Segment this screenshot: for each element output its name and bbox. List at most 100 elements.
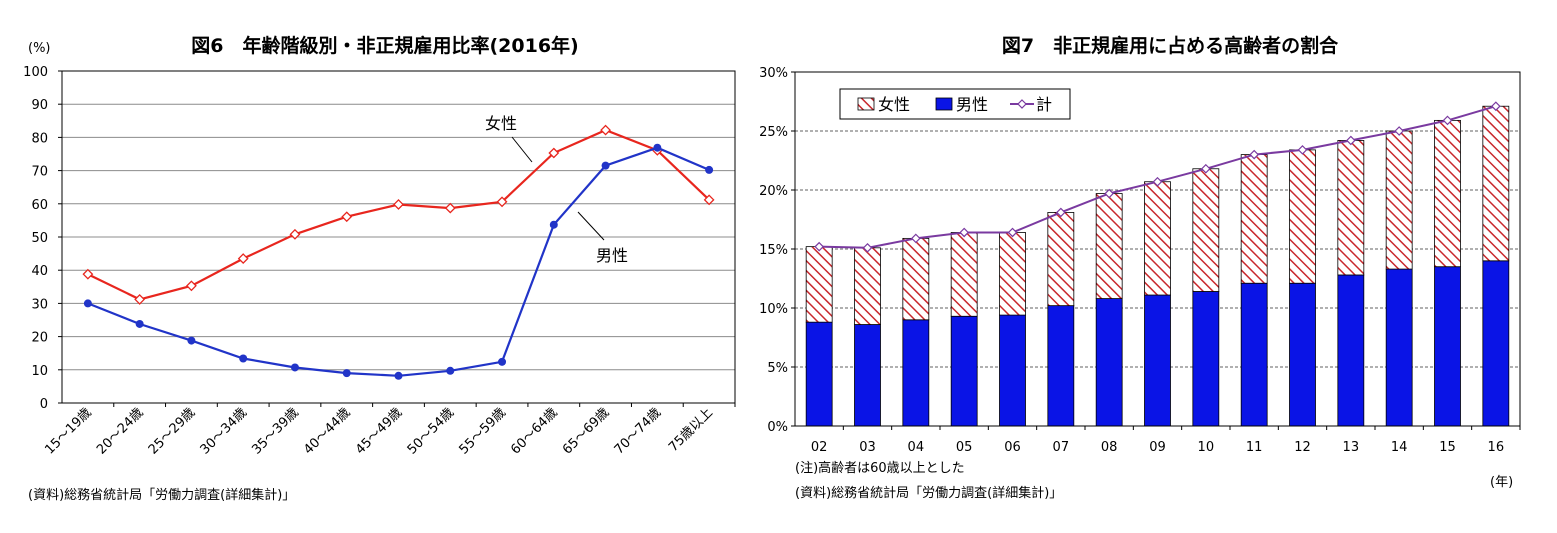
chart1-leader-female	[511, 136, 533, 163]
chart1-frame	[61, 70, 736, 404]
chart2-x-tick-label: 16	[1488, 440, 1505, 455]
chart1-point-male	[549, 220, 558, 229]
chart1-point-female	[393, 199, 404, 210]
chart2-bar-male	[1289, 282, 1316, 427]
chart2-bar-male	[999, 314, 1026, 427]
chart2-point-total	[910, 233, 921, 244]
chart2-point-total	[1055, 207, 1066, 218]
chart1-x-tick-label: 45～49歳	[353, 405, 405, 457]
chart2-bar-female	[999, 232, 1026, 316]
chart1-x-tick-label: 75歳以上	[666, 405, 716, 455]
chart2-legend-swatch-female	[857, 97, 875, 111]
chart2-x-unit: (年)	[1490, 475, 1513, 490]
chart1-point-female	[703, 194, 715, 206]
chart1-point-male	[498, 357, 507, 366]
chart2-bar-male	[1047, 305, 1075, 427]
chart2-legend-label-female: 女性	[878, 95, 910, 114]
chart2-y-tick-label: 10%	[759, 302, 788, 317]
chart2-note: (注)高齢者は60歳以上とした	[795, 460, 965, 476]
chart2-y-tick-label: 30%	[759, 66, 788, 81]
chart2-plot: 0% 5% 10% 15% 20% 25% 30% 02 03 04 05 06 07 08 09 10 11 1…	[759, 66, 1521, 455]
chart2-x-tick-label: 06	[1004, 440, 1021, 455]
chart1-point-male	[290, 363, 299, 372]
chart2-x-tick-label: 12	[1294, 440, 1311, 455]
chart1-point-female	[186, 280, 197, 292]
chart1-x-tick-label: 55～59歳	[456, 405, 508, 457]
chart1-point-female	[600, 124, 611, 136]
chart1-y-tick-label: 50	[31, 231, 48, 246]
chart1-y-tick-label: 100	[23, 65, 48, 80]
chart1-point-female	[548, 147, 560, 159]
chart2-bar-male	[1482, 260, 1510, 427]
chart1-point-male	[135, 319, 144, 328]
chart1-x-tick-label: 30～34歳	[198, 405, 250, 457]
chart2-bar-male	[1095, 298, 1123, 427]
chart2-point-total	[1394, 126, 1405, 136]
chart2-y-tick-label: 25%	[759, 125, 788, 140]
chart2-bar-female	[1047, 212, 1075, 307]
chart2-point-total	[862, 242, 873, 253]
chart2-bar-male	[805, 321, 833, 427]
chart2-point-total	[814, 241, 825, 252]
chart2-x-tick-label: 05	[956, 440, 973, 455]
chart1-point-male	[342, 369, 351, 378]
chart2-x-tick-label: 04	[908, 440, 925, 455]
chart2-bar-male	[1434, 266, 1461, 427]
chart1-x-tick-label: 40～44歳	[301, 405, 353, 457]
chart1-source: (資料)総務省統計局「労働力調査(詳細集計)」	[28, 487, 295, 503]
chart2-x-tick-label: 08	[1101, 440, 1118, 455]
chart2-point-total	[1200, 163, 1211, 174]
chart2-bar-female	[950, 232, 978, 317]
chart1-point-female	[289, 228, 301, 240]
chart1-series-line-female	[87, 128, 710, 301]
chart1-x-tick-label: 35～39歳	[249, 405, 301, 457]
chart1-point-female	[82, 268, 94, 280]
chart2-bar-female	[1289, 149, 1316, 284]
chart1-series-label-male: 男性	[596, 246, 628, 265]
chart2-y-tick-label: 5%	[767, 361, 788, 376]
chart2-bar-male	[1144, 294, 1171, 427]
chart2-legend-label-total: 計	[1036, 95, 1052, 114]
chart2-point-total	[1249, 149, 1260, 160]
chart2-point-total	[1104, 188, 1115, 199]
chart1-x-tick-label: 60～64歳	[508, 405, 560, 457]
chart1-x-tick-label: 50～54歳	[405, 405, 457, 457]
chart2-legend-swatch-total-marker	[1017, 99, 1027, 109]
chart1-x-tick-label: 25～29歳	[146, 405, 198, 457]
chart1-x-tick-label: 15～19歳	[42, 405, 94, 457]
chart1-point-male	[653, 143, 662, 152]
chart2-bar-female	[1144, 181, 1171, 296]
chart2-point-total	[1297, 145, 1308, 155]
chart2-bar-male	[1337, 274, 1365, 427]
chart1-y-tick-label: 20	[31, 331, 48, 346]
chart2-bar-male	[1385, 268, 1413, 427]
chart1-y-tick-label: 30	[31, 297, 48, 312]
chart2-bar-female	[1337, 140, 1365, 276]
chart2-point-total	[1152, 176, 1163, 187]
chart2-point-total	[1442, 115, 1453, 126]
chart1-point-female	[134, 293, 146, 305]
chart2-x-tick-label: 13	[1343, 440, 1360, 455]
chart1-point-female	[341, 211, 353, 223]
chart2-y-tick-label: 0%	[767, 420, 788, 435]
chart2-bar-male	[854, 324, 881, 427]
chart1-point-male	[705, 165, 714, 174]
chart1-point-male	[83, 299, 92, 308]
chart1-point-female	[237, 253, 249, 264]
chart1-y-tick-label: 90	[31, 98, 48, 113]
chart2-x-tick-label: 15	[1439, 440, 1456, 455]
chart2-point-total	[1490, 101, 1501, 112]
chart2-x-tick-label: 07	[1053, 440, 1070, 455]
chart2-bar-male	[1240, 282, 1268, 427]
chart2-bar-female	[902, 237, 930, 321]
chart2-point-total	[1345, 135, 1356, 146]
chart2-frame	[794, 71, 1521, 427]
chart2-point-total	[1007, 227, 1018, 238]
chart1-y-unit: (%)	[28, 41, 51, 56]
chart2-bar-female	[1192, 168, 1220, 292]
chart2-legend-swatch-male	[935, 97, 953, 111]
chart2-x-tick-label: 03	[859, 440, 876, 455]
chart1-point-male	[601, 161, 610, 170]
chart2-y-tick-label: 15%	[759, 243, 788, 258]
